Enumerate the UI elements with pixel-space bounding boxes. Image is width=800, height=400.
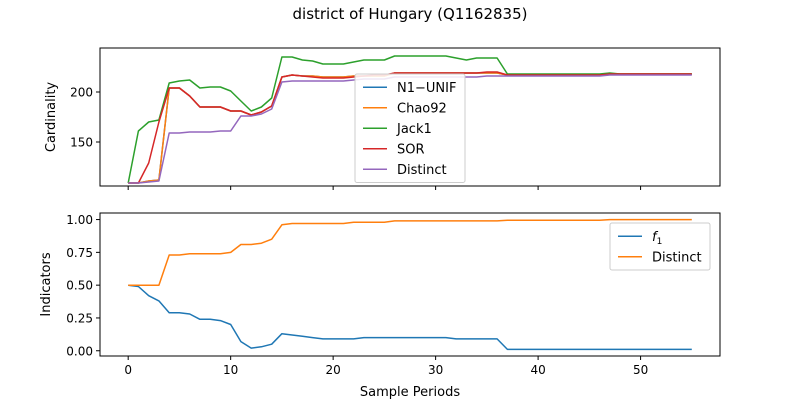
indicators-ytick-label: 0.00 (66, 344, 93, 358)
indicators-xtick-label: 20 (325, 363, 340, 377)
indicators-series-line-distinct (128, 218, 692, 286)
indicators-series-line-f1 (128, 284, 692, 351)
figure-xlabel: Sample Periods (360, 385, 460, 400)
indicators-legend: f1 Distinct (609, 222, 711, 271)
cardinality-legend-label-chao92: Chao92 (397, 101, 447, 116)
cardinality-legend-label-sor: SOR (397, 142, 425, 157)
indicators-xtick-label: 40 (530, 363, 545, 377)
indicators-legend-label-f1: f1 (652, 230, 662, 247)
indicators-xtick-label: 30 (428, 363, 443, 377)
cardinality-series-line-sor (128, 71, 692, 184)
indicators-xtick-label: 50 (633, 363, 648, 377)
cardinality-panel: 150 200 Cardinality N1−UNIF Chao92 Jack1 SOR… (44, 47, 721, 190)
cardinality-legend-label-jack1: Jack1 (396, 122, 432, 137)
cardinality-ytick-label: 200 (70, 86, 93, 100)
indicators-ytick-label: 0.50 (66, 279, 93, 293)
indicators-ytick-label: 0.75 (66, 246, 93, 260)
indicators-ytick-label: 0.25 (66, 311, 93, 325)
cardinality-ytick-label: 150 (70, 136, 93, 150)
indicators-ylabel: Indicators (39, 252, 54, 316)
cardinality-legend-box (354, 73, 466, 183)
indicators-ytick-label: 1.00 (66, 213, 93, 227)
cardinality-axes-border (99, 47, 721, 187)
indicators-panel: 0 10 20 30 40 50 0.00 0.25 0.50 0.75 1.00 Indicato… (39, 212, 721, 377)
cardinality-legend-label-distinct: Distinct (397, 163, 447, 178)
cardinality-series-line-jack1 (127, 55, 692, 184)
figure-title: district of Hungary (Q1162835) (293, 5, 528, 23)
cardinality-legend-label-n1-unif: N1−UNIF (397, 81, 456, 96)
indicators-xtick-label: 0 (124, 363, 132, 377)
cardinality-ylabel: Cardinality (44, 82, 59, 153)
indicators-legend-box (609, 222, 711, 271)
cardinality-legend: N1−UNIF Chao92 Jack1 SOR Distinct (354, 73, 466, 183)
indicators-legend-label-distinct: Distinct (652, 250, 702, 265)
indicators-xtick-label: 10 (223, 363, 238, 377)
indicators-axes-border (99, 212, 721, 357)
